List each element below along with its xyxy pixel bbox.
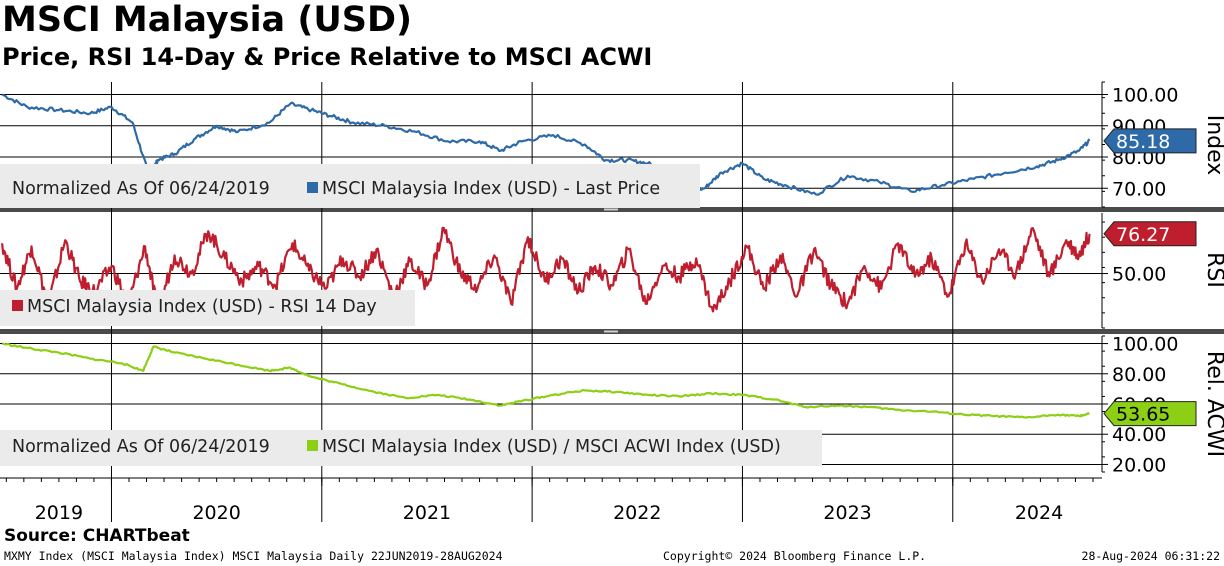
legend-box bbox=[0, 430, 822, 466]
last-value-tag bbox=[1103, 221, 1197, 247]
footer-timestamp: 28-Aug-2024 06:31:22 bbox=[1081, 549, 1220, 563]
y-tick-label: 80.00 bbox=[1112, 364, 1166, 386]
x-tick-label: 2019 bbox=[35, 502, 83, 524]
last-value-label: 53.65 bbox=[1116, 404, 1170, 426]
source-note: Source: CHARTbeat bbox=[4, 526, 190, 546]
legend-box bbox=[0, 290, 415, 326]
last-value-tag bbox=[1103, 401, 1197, 427]
footer-copyright: Copyright© 2024 Bloomberg Finance L.P. bbox=[663, 549, 927, 563]
x-tick-label: 2022 bbox=[613, 502, 661, 524]
legend-label: MSCI Malaysia Index (USD) - Last Price bbox=[322, 179, 660, 199]
legend-label: MSCI Malaysia Index (USD) - RSI 14 Day bbox=[27, 297, 377, 317]
last-value-tag bbox=[1103, 128, 1197, 154]
series-line bbox=[1, 93, 1091, 196]
y-tick-label: 70.00 bbox=[1112, 178, 1166, 200]
x-tick-label: 2024 bbox=[1015, 502, 1063, 524]
panel-resize-handle bbox=[604, 330, 618, 333]
series-line bbox=[1, 226, 1091, 315]
legend-note: Normalized As Of 06/24/2019 bbox=[12, 437, 270, 457]
footer-security-info: MXMY Index (MSCI Malaysia Index) MSCI Ma… bbox=[4, 549, 503, 563]
panel-axis-label: Index bbox=[1202, 115, 1224, 176]
x-tick-label: 2020 bbox=[192, 502, 240, 524]
last-value-label: 76.27 bbox=[1116, 224, 1170, 246]
chart-subtitle: Price, RSI 14-Day & Price Relative to MS… bbox=[2, 43, 653, 71]
legend-swatch bbox=[307, 182, 318, 193]
legend-swatch bbox=[12, 300, 23, 311]
panel-resize-handle bbox=[604, 208, 618, 211]
chart-title: MSCI Malaysia (USD) bbox=[2, 0, 413, 40]
panel-axis-label: RSI bbox=[1202, 252, 1224, 288]
y-tick-label: 100.00 bbox=[1112, 334, 1178, 356]
last-value-label: 85.18 bbox=[1116, 131, 1170, 153]
legend-layer: Normalized As Of 06/24/2019 MSCI Malaysia… bbox=[0, 164, 822, 466]
y-tick-label: 100.00 bbox=[1112, 85, 1178, 107]
legend-label: MSCI Malaysia Index (USD) / MSCI ACWI In… bbox=[322, 437, 781, 457]
y-tick-label: 20.00 bbox=[1112, 454, 1166, 476]
legend-note: Normalized As Of 06/24/2019 bbox=[12, 179, 270, 199]
legend-swatch bbox=[307, 440, 318, 451]
legend-box bbox=[0, 164, 700, 208]
panel-axis-label: Rel. ACWI bbox=[1202, 351, 1224, 457]
x-tick-label: 2021 bbox=[403, 502, 451, 524]
x-tick-label: 2023 bbox=[823, 502, 871, 524]
series-line bbox=[1, 342, 1090, 419]
series-layer bbox=[1, 93, 1091, 419]
y-tick-label: 40.00 bbox=[1112, 424, 1166, 446]
y-tick-label: 50.00 bbox=[1112, 264, 1166, 286]
